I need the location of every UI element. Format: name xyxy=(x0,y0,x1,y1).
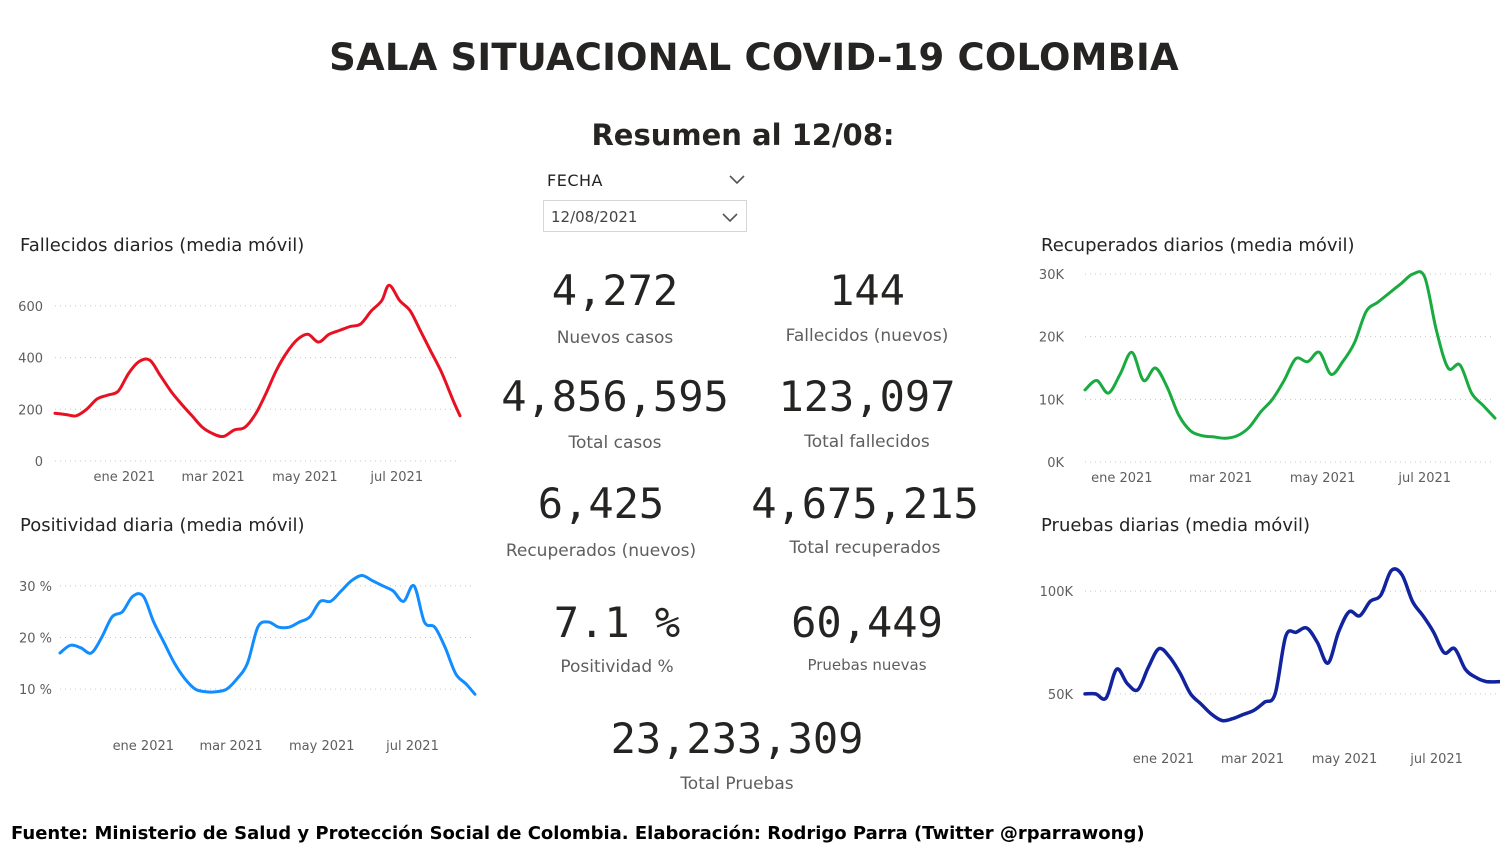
kpi-total-recuperados-label: Total recuperados xyxy=(789,538,941,558)
y-tick-label: 600 xyxy=(18,300,43,315)
y-tick-label: 20K xyxy=(1039,331,1065,346)
series-line-positividad[interactable] xyxy=(58,574,477,696)
fallecidos-line-chart[interactable]: 0 200 400 600 ene 2021 mar 2021 may 2021 jul 20… xyxy=(0,260,480,490)
summary-heading: Resumen al 12/08: xyxy=(591,118,895,152)
series-line-recuperados[interactable] xyxy=(1083,270,1497,440)
kpi-total-pruebas-label: Total Pruebas xyxy=(680,774,794,794)
kpi-positividad-label: Positividad % xyxy=(560,657,674,677)
kpi-total-casos-label: Total casos xyxy=(568,433,662,453)
y-tick-label: 50K xyxy=(1048,688,1074,703)
kpi-total-fallecidos-label: Total fallecidos xyxy=(804,432,930,452)
chevron-down-icon[interactable] xyxy=(728,172,746,186)
x-tick-label: ene 2021 xyxy=(1133,752,1194,767)
kpi-positividad-value: 7.1 % xyxy=(553,598,681,647)
source-footer: Fuente: Ministerio de Salud y Protección… xyxy=(11,823,1145,844)
kpi-total-pruebas-value: 23,233,309 xyxy=(610,714,864,763)
y-tick-label: 30 % xyxy=(19,580,52,595)
kpi-nuevos-casos-label: Nuevos casos xyxy=(556,328,674,348)
kpi-total-casos-value: 4,856,595 xyxy=(501,372,729,421)
y-tick-label: 0 xyxy=(35,455,43,470)
x-tick-label: jul 2021 xyxy=(385,739,439,754)
x-tick-label: ene 2021 xyxy=(113,739,174,754)
chevron-down-icon xyxy=(722,213,738,223)
chart-title-fallecidos: Fallecidos diarios (media móvil) xyxy=(20,235,305,256)
chart-title-recuperados: Recuperados diarios (media móvil) xyxy=(1041,235,1355,256)
x-tick-label: may 2021 xyxy=(289,739,355,754)
kpi-fallecidos-nuevos-label: Fallecidos (nuevos) xyxy=(785,326,949,346)
pruebas-line-chart[interactable]: 50K 100K ene 2021 mar 2021 may 2021 jul 2021 xyxy=(1030,545,1500,770)
y-tick-label: 10 % xyxy=(19,683,52,698)
x-tick-label: may 2021 xyxy=(1312,752,1378,767)
x-tick-label: mar 2021 xyxy=(199,739,262,754)
x-tick-label: ene 2021 xyxy=(1091,471,1152,486)
positividad-line-chart[interactable]: 10 % 20 % 30 % ene 2021 mar 2021 may 2021 jul … xyxy=(0,545,490,760)
kpi-recuperados-nuevos-value: 6,425 xyxy=(537,479,665,528)
y-tick-label: 20 % xyxy=(19,632,52,647)
kpi-fallecidos-nuevos-value: 144 xyxy=(829,266,905,315)
series-line-pruebas[interactable] xyxy=(1083,567,1500,723)
x-tick-label: mar 2021 xyxy=(1189,471,1252,486)
y-tick-label: 30K xyxy=(1039,268,1065,283)
series-line-fallecidos[interactable] xyxy=(53,283,462,439)
kpi-total-fallecidos-value: 123,097 xyxy=(778,372,956,421)
kpi-pruebas-nuevas-label: Pruebas nuevas xyxy=(807,656,927,674)
chart-title-positividad: Positividad diaria (media móvil) xyxy=(20,515,305,536)
y-tick-label: 0K xyxy=(1047,456,1064,471)
y-tick-label: 400 xyxy=(18,352,43,367)
x-tick-label: may 2021 xyxy=(272,470,338,485)
x-tick-label: ene 2021 xyxy=(94,470,155,485)
y-tick-label: 100K xyxy=(1040,585,1074,600)
chart-title-pruebas: Pruebas diarias (media móvil) xyxy=(1041,515,1310,536)
x-tick-label: may 2021 xyxy=(1290,471,1356,486)
kpi-total-recuperados-value: 4,675,215 xyxy=(751,479,979,528)
x-tick-label: jul 2021 xyxy=(369,470,423,485)
x-tick-label: jul 2021 xyxy=(1409,752,1463,767)
x-tick-label: mar 2021 xyxy=(1221,752,1284,767)
page-title: SALA SITUACIONAL COVID-19 COLOMBIA xyxy=(329,36,1179,79)
kpi-pruebas-nuevas-value: 60,449 xyxy=(791,598,943,647)
recuperados-line-chart[interactable]: 0K 10K 20K 30K ene 2021 mar 2021 may 2021 jul 2… xyxy=(1030,258,1500,490)
date-slicer-label: FECHA xyxy=(547,171,603,190)
y-tick-label: 200 xyxy=(18,403,43,418)
x-tick-label: jul 2021 xyxy=(1397,471,1451,486)
kpi-recuperados-nuevos-label: Recuperados (nuevos) xyxy=(505,541,697,561)
date-slicer-value: 12/08/2021 xyxy=(551,208,638,226)
date-slicer-dropdown[interactable]: 12/08/2021 xyxy=(543,200,747,232)
x-tick-label: mar 2021 xyxy=(181,470,244,485)
y-tick-label: 10K xyxy=(1039,393,1065,408)
kpi-nuevos-casos-value: 4,272 xyxy=(551,266,679,315)
